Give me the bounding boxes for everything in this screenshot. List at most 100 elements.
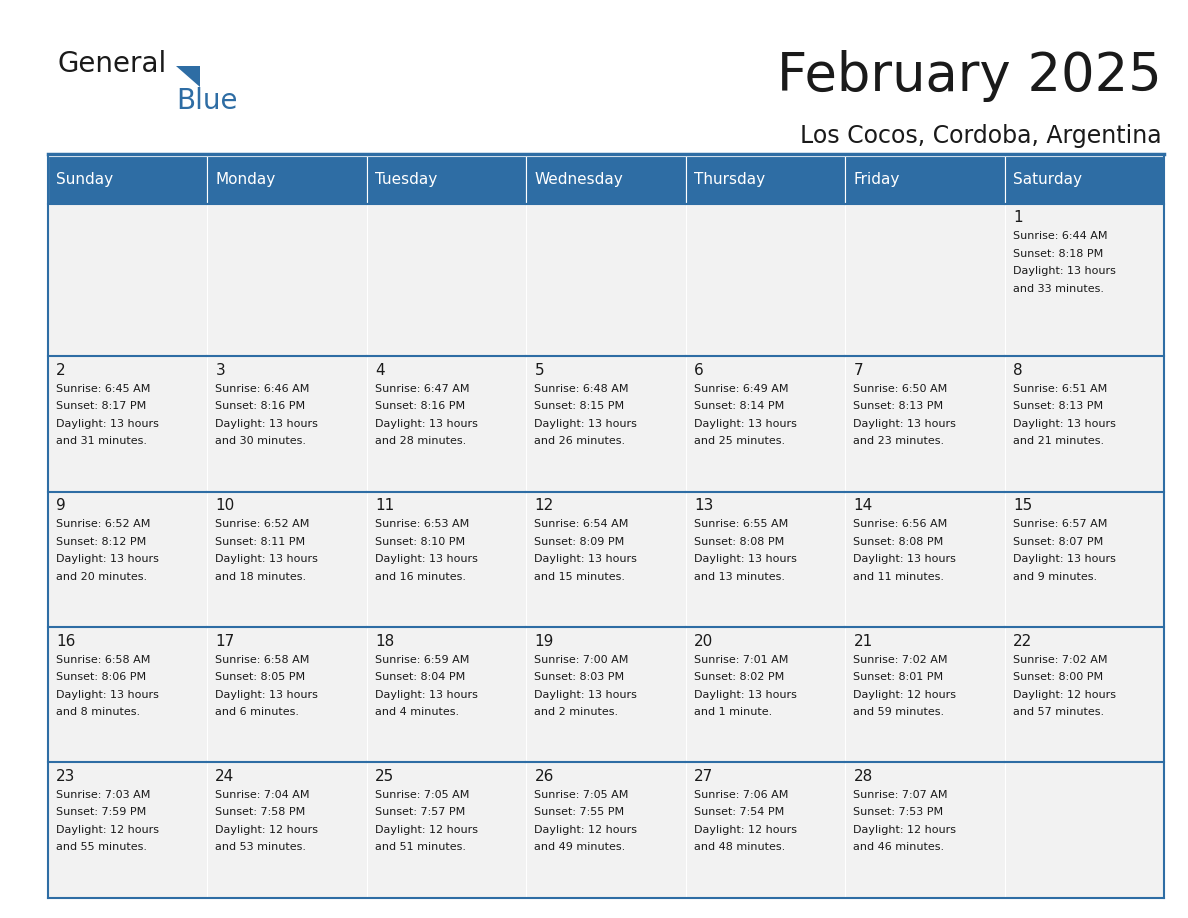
Text: Sunrise: 7:04 AM: Sunrise: 7:04 AM [215,790,310,800]
Text: Sunset: 8:14 PM: Sunset: 8:14 PM [694,401,784,411]
Text: Sunset: 8:16 PM: Sunset: 8:16 PM [215,401,305,411]
Text: and 4 minutes.: and 4 minutes. [375,707,459,717]
Text: Sunset: 8:18 PM: Sunset: 8:18 PM [1013,249,1104,259]
Text: and 23 minutes.: and 23 minutes. [853,436,944,446]
Text: Sunrise: 7:03 AM: Sunrise: 7:03 AM [56,790,150,800]
Text: and 25 minutes.: and 25 minutes. [694,436,785,446]
Text: Daylight: 13 hours: Daylight: 13 hours [853,554,956,565]
Text: Daylight: 13 hours: Daylight: 13 hours [215,689,318,700]
Text: Daylight: 13 hours: Daylight: 13 hours [694,689,797,700]
Text: Blue: Blue [176,87,238,116]
Text: Daylight: 12 hours: Daylight: 12 hours [853,825,956,834]
Text: Sunset: 8:13 PM: Sunset: 8:13 PM [853,401,943,411]
Text: Sunset: 8:07 PM: Sunset: 8:07 PM [1013,537,1104,547]
Text: Daylight: 13 hours: Daylight: 13 hours [1013,266,1116,276]
Text: 17: 17 [215,633,234,648]
Text: Daylight: 13 hours: Daylight: 13 hours [535,689,637,700]
Text: 24: 24 [215,769,234,784]
Text: 9: 9 [56,498,65,513]
Text: Daylight: 13 hours: Daylight: 13 hours [853,419,956,429]
Text: Sunrise: 6:49 AM: Sunrise: 6:49 AM [694,384,789,394]
Text: Daylight: 13 hours: Daylight: 13 hours [694,554,797,565]
Text: Sunset: 8:11 PM: Sunset: 8:11 PM [215,537,305,547]
Text: 21: 21 [853,633,873,648]
Text: and 21 minutes.: and 21 minutes. [1013,436,1104,446]
Text: and 11 minutes.: and 11 minutes. [853,572,944,582]
Text: Sunset: 8:04 PM: Sunset: 8:04 PM [375,672,466,682]
Text: 2: 2 [56,363,65,378]
Text: Monday: Monday [215,173,276,187]
Text: and 6 minutes.: and 6 minutes. [215,707,299,717]
Text: and 59 minutes.: and 59 minutes. [853,707,944,717]
Text: Wednesday: Wednesday [535,173,624,187]
Text: Sunset: 7:55 PM: Sunset: 7:55 PM [535,808,625,817]
Text: and 53 minutes.: and 53 minutes. [215,843,307,852]
Text: Sunset: 8:01 PM: Sunset: 8:01 PM [853,672,943,682]
Text: 13: 13 [694,498,713,513]
Text: Daylight: 12 hours: Daylight: 12 hours [375,825,478,834]
Text: Sunset: 7:53 PM: Sunset: 7:53 PM [853,808,943,817]
Text: 3: 3 [215,363,225,378]
Text: Sunset: 8:09 PM: Sunset: 8:09 PM [535,537,625,547]
Text: 26: 26 [535,769,554,784]
Text: 20: 20 [694,633,713,648]
Text: and 2 minutes.: and 2 minutes. [535,707,619,717]
Text: and 31 minutes.: and 31 minutes. [56,436,147,446]
Text: 10: 10 [215,498,234,513]
Text: and 18 minutes.: and 18 minutes. [215,572,307,582]
Text: Sunset: 8:03 PM: Sunset: 8:03 PM [535,672,625,682]
Text: Sunrise: 7:06 AM: Sunrise: 7:06 AM [694,790,789,800]
Text: and 20 minutes.: and 20 minutes. [56,572,147,582]
Text: Sunset: 8:16 PM: Sunset: 8:16 PM [375,401,465,411]
Text: Tuesday: Tuesday [375,173,437,187]
Text: and 48 minutes.: and 48 minutes. [694,843,785,852]
Text: Daylight: 12 hours: Daylight: 12 hours [535,825,638,834]
Text: 16: 16 [56,633,75,648]
Text: Sunrise: 6:53 AM: Sunrise: 6:53 AM [375,520,469,530]
Text: Sunrise: 6:48 AM: Sunrise: 6:48 AM [535,384,628,394]
Text: Friday: Friday [853,173,899,187]
Text: and 13 minutes.: and 13 minutes. [694,572,785,582]
Text: Sunrise: 6:55 AM: Sunrise: 6:55 AM [694,520,788,530]
Text: Sunset: 8:02 PM: Sunset: 8:02 PM [694,672,784,682]
Text: 6: 6 [694,363,703,378]
Text: Sunrise: 6:45 AM: Sunrise: 6:45 AM [56,384,150,394]
Text: Daylight: 13 hours: Daylight: 13 hours [1013,554,1116,565]
Text: Sunrise: 6:58 AM: Sunrise: 6:58 AM [56,655,150,665]
Text: Sunset: 8:17 PM: Sunset: 8:17 PM [56,401,146,411]
Text: Sunrise: 6:50 AM: Sunrise: 6:50 AM [853,384,948,394]
Text: Sunrise: 6:52 AM: Sunrise: 6:52 AM [56,520,150,530]
Text: Sunrise: 6:58 AM: Sunrise: 6:58 AM [215,655,310,665]
Text: and 33 minutes.: and 33 minutes. [1013,284,1104,294]
Text: 22: 22 [1013,633,1032,648]
Text: Daylight: 13 hours: Daylight: 13 hours [375,689,478,700]
Text: 28: 28 [853,769,873,784]
Text: Sunrise: 7:02 AM: Sunrise: 7:02 AM [853,655,948,665]
Text: and 55 minutes.: and 55 minutes. [56,843,147,852]
Text: 27: 27 [694,769,713,784]
Text: Sunrise: 7:02 AM: Sunrise: 7:02 AM [1013,655,1107,665]
Text: Sunset: 8:08 PM: Sunset: 8:08 PM [853,537,943,547]
Text: 19: 19 [535,633,554,648]
Text: and 28 minutes.: and 28 minutes. [375,436,466,446]
Text: and 51 minutes.: and 51 minutes. [375,843,466,852]
Text: Sunset: 7:54 PM: Sunset: 7:54 PM [694,808,784,817]
Text: Sunrise: 6:54 AM: Sunrise: 6:54 AM [535,520,628,530]
Text: Daylight: 13 hours: Daylight: 13 hours [694,419,797,429]
Text: and 16 minutes.: and 16 minutes. [375,572,466,582]
Text: Sunrise: 6:56 AM: Sunrise: 6:56 AM [853,520,948,530]
Text: Daylight: 13 hours: Daylight: 13 hours [535,419,637,429]
Text: 14: 14 [853,498,873,513]
Text: and 49 minutes.: and 49 minutes. [535,843,626,852]
Text: Saturday: Saturday [1013,173,1082,187]
Text: Sunset: 7:59 PM: Sunset: 7:59 PM [56,808,146,817]
Text: General: General [57,50,166,79]
Text: Sunday: Sunday [56,173,113,187]
Text: Sunrise: 7:05 AM: Sunrise: 7:05 AM [375,790,469,800]
Text: 18: 18 [375,633,394,648]
Text: Daylight: 13 hours: Daylight: 13 hours [375,554,478,565]
Text: Sunset: 8:12 PM: Sunset: 8:12 PM [56,537,146,547]
Text: Daylight: 12 hours: Daylight: 12 hours [694,825,797,834]
Text: Sunrise: 6:46 AM: Sunrise: 6:46 AM [215,384,310,394]
Text: 4: 4 [375,363,385,378]
